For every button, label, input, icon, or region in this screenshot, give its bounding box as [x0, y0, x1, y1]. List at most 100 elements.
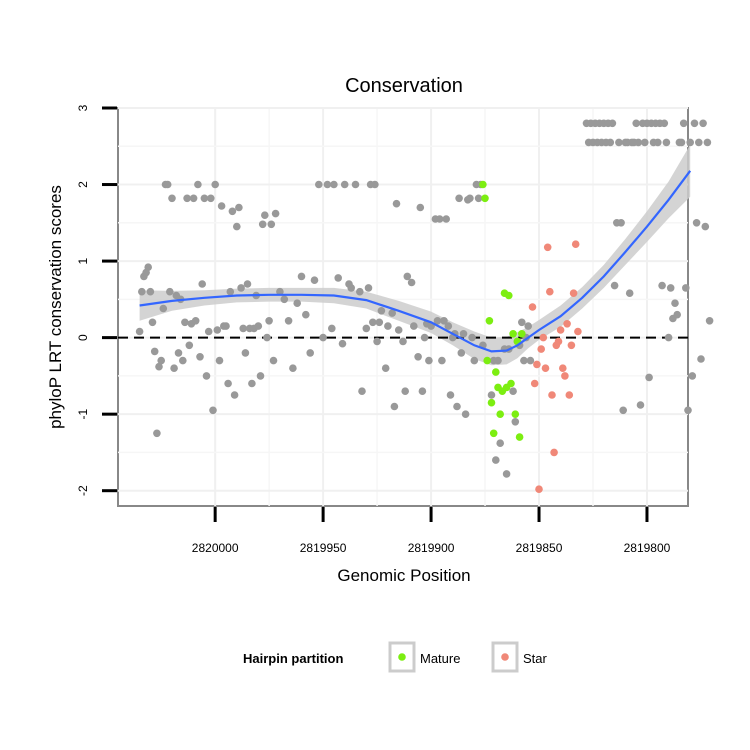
confidence-ribbon [139, 144, 691, 366]
point-other [511, 418, 520, 426]
point-mature [496, 410, 505, 419]
point-other [384, 322, 392, 330]
point-other [474, 194, 483, 203]
point-other [688, 372, 697, 380]
point-other [509, 387, 517, 396]
point-other [243, 280, 252, 288]
point-other [302, 310, 310, 319]
point-other [407, 278, 416, 287]
point-other [641, 138, 649, 147]
point-other [289, 364, 297, 373]
point-star [574, 327, 582, 336]
point-star [546, 287, 554, 296]
point-other [520, 356, 528, 365]
point-star [554, 337, 563, 346]
point-other [198, 280, 206, 288]
point-other [673, 310, 681, 319]
y-tick-label: 0 [76, 334, 90, 341]
point-star [559, 364, 567, 373]
point-other [237, 284, 245, 292]
point-other [636, 401, 645, 409]
point-other [157, 356, 165, 365]
point-other [403, 272, 412, 281]
point-other [347, 284, 356, 292]
point-other [310, 276, 319, 285]
point-other [645, 373, 653, 382]
point-other [401, 387, 410, 396]
point-other [442, 215, 451, 223]
point-other [235, 203, 243, 212]
point-other [166, 287, 174, 296]
point-other [150, 347, 159, 356]
point-star [569, 289, 578, 298]
legend-star-dot [501, 653, 509, 661]
legend-mature-dot [398, 653, 406, 661]
point-other [146, 287, 155, 296]
y-axis-title: phyloP LRT conservation scores [46, 185, 65, 429]
point-star [528, 303, 537, 311]
point-star [563, 320, 571, 328]
y-tick-label: 3 [76, 104, 90, 111]
point-other [617, 219, 625, 227]
point-other [338, 339, 347, 348]
point-other [388, 309, 397, 317]
point-mature [507, 379, 515, 388]
point-other [284, 317, 293, 325]
point-other [155, 362, 163, 371]
point-other [330, 180, 338, 189]
point-other [416, 203, 425, 212]
point-other [660, 119, 669, 128]
point-other [224, 379, 232, 388]
x-tick-label: 2819800 [624, 541, 671, 555]
point-other [148, 318, 157, 327]
point-other [671, 299, 679, 308]
point-other [306, 349, 315, 357]
point-other [399, 337, 407, 346]
point-other [690, 119, 699, 128]
point-other [684, 406, 692, 415]
point-other [394, 326, 403, 334]
point-other [185, 341, 194, 350]
point-mature [511, 410, 520, 419]
x-tick-label: 2820000 [192, 541, 239, 555]
point-other [455, 194, 463, 203]
point-other [356, 287, 364, 296]
point-star [541, 364, 550, 373]
point-other [524, 322, 532, 330]
point-other [677, 138, 686, 147]
point-mature [483, 356, 492, 365]
point-other [701, 222, 710, 231]
x-tick-label: 2819950 [300, 541, 347, 555]
y-tick-label: -1 [76, 409, 90, 420]
point-other [373, 337, 381, 346]
point-star [533, 360, 541, 369]
point-other [658, 281, 666, 290]
point-star [556, 326, 565, 334]
point-other [466, 194, 474, 203]
point-other [381, 364, 390, 373]
point-other [269, 356, 278, 365]
point-star [565, 391, 574, 399]
point-other [461, 410, 470, 419]
point-other [610, 281, 619, 290]
point-other [170, 364, 178, 373]
point-other [418, 387, 427, 396]
point-mature [479, 180, 487, 189]
y-axis: -2 -1 0 1 2 3 [76, 104, 117, 496]
point-mature [518, 330, 526, 338]
point-other [256, 372, 265, 380]
point-other [457, 349, 466, 357]
point-other [271, 209, 280, 218]
x-tick-label: 2819900 [408, 541, 455, 555]
point-other [414, 353, 422, 361]
point-other [135, 327, 144, 336]
point-other [189, 194, 198, 203]
point-other [194, 180, 202, 189]
legend-label-star: Star [523, 651, 548, 666]
point-star [539, 333, 548, 342]
point-other [230, 391, 239, 399]
point-other [518, 318, 526, 327]
point-other [351, 180, 360, 189]
y-tick-label: 2 [76, 181, 90, 188]
